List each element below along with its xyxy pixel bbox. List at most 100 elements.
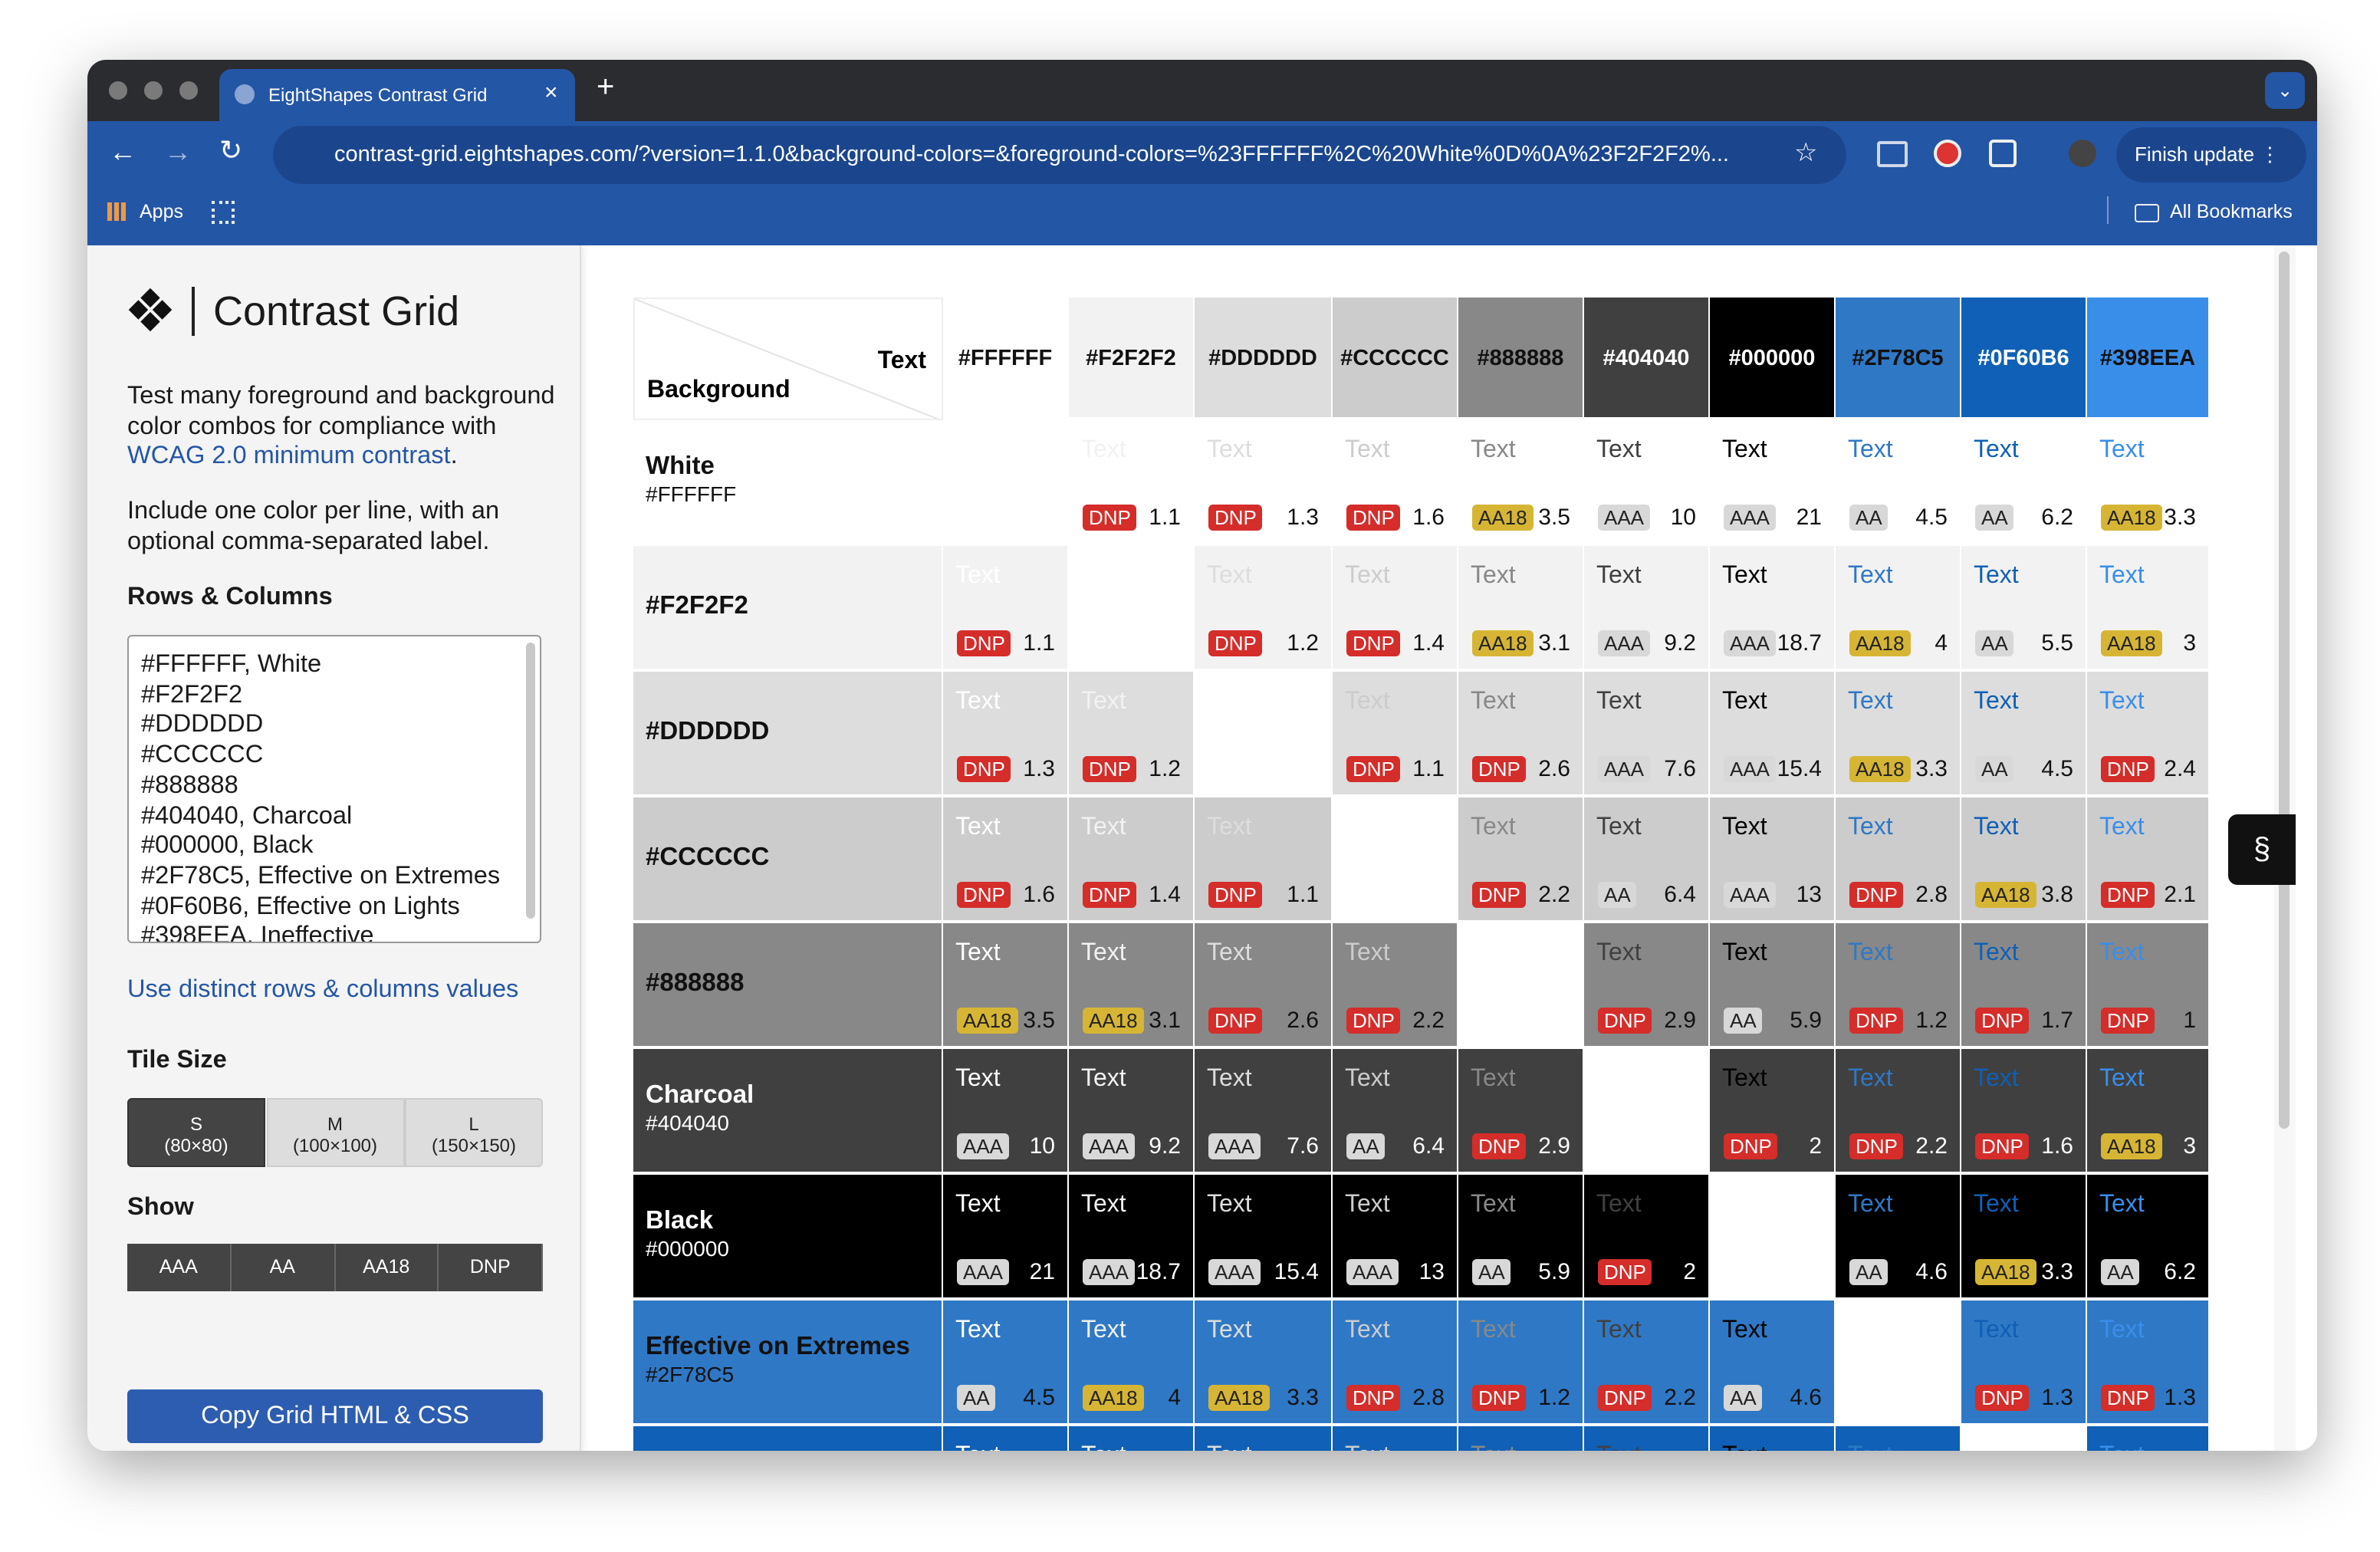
all-bookmarks[interactable]: All Bookmarks [2170, 201, 2293, 222]
grid-cell[interactable]: Text [2087, 1426, 2210, 1451]
grid-cell[interactable]: Text AA18 4 [1836, 546, 1961, 672]
extension-icon[interactable] [1934, 140, 1961, 167]
grid-cell[interactable]: Text AAA 15.4 [1710, 672, 1836, 797]
grid-cell[interactable]: Text AA18 3.8 [1961, 797, 2087, 923]
grid-cell[interactable]: Text DNP 1.1 [943, 546, 1069, 672]
window-control[interactable] [109, 81, 127, 100]
extension-icon[interactable] [1877, 141, 1908, 167]
grid-cell[interactable]: Text AAA 10 [943, 1049, 1069, 1175]
grid-cell[interactable]: Text AAA 13 [1710, 797, 1836, 923]
scroll-thumb[interactable] [2279, 252, 2290, 1129]
reload-button[interactable]: ↻ [219, 135, 243, 166]
grid-cell[interactable]: Text AA18 3.3 [1836, 672, 1961, 797]
grid-cell[interactable] [1333, 797, 1458, 923]
grid-cell[interactable]: Text [1710, 1426, 1836, 1451]
grid-cell[interactable]: Text DNP 1.1 [1333, 672, 1458, 797]
grid-cell[interactable]: Text DNP 1.6 [943, 797, 1069, 923]
grid-cell[interactable]: Text DNP 1.6 [1333, 420, 1458, 546]
grid-cell[interactable]: Text AA18 3.3 [2087, 420, 2210, 546]
grid-cell[interactable]: Text [943, 1426, 1069, 1451]
tile-size-button[interactable]: S (80×80) [127, 1098, 265, 1167]
grid-cell[interactable]: Text DNP 2.6 [1458, 672, 1584, 797]
grid-cell[interactable]: Text AAA 7.6 [1584, 672, 1710, 797]
grid-cell[interactable]: Text AA18 3.3 [1195, 1300, 1333, 1426]
grid-cell[interactable]: Text AA18 3.3 [1961, 1175, 2087, 1300]
wcag-link[interactable]: WCAG 2.0 minimum contrast [127, 442, 451, 470]
grid-cell[interactable]: Text AA 6.4 [1584, 797, 1710, 923]
grid-cell[interactable]: Text AA 4.5 [1961, 672, 2087, 797]
grid-cell[interactable]: Text AA18 3.1 [1069, 923, 1195, 1049]
colors-textarea[interactable]: #FFFFFF, White #F2F2F2 #DDDDDD #CCCCCC #8888… [127, 635, 541, 943]
grid-cell[interactable]: Text DNP 2.6 [1195, 923, 1333, 1049]
grid-cell[interactable]: Text DNP 1.1 [1069, 420, 1195, 546]
grid-cell[interactable]: Text DNP 1.3 [1195, 420, 1333, 546]
grid-cell[interactable] [1458, 923, 1584, 1049]
grid-cell[interactable]: Text DNP 2.8 [1333, 1300, 1458, 1426]
forward-button[interactable]: → [164, 136, 192, 167]
tile-size-button[interactable]: M (100×100) [266, 1098, 404, 1167]
grid-cell[interactable]: Text [1458, 1426, 1584, 1451]
grid-cell[interactable]: Text DNP 1.2 [1836, 923, 1961, 1049]
grid-cell[interactable]: Text AAA 18.7 [1710, 546, 1836, 672]
show-toggle[interactable]: AAA [127, 1244, 232, 1291]
grid-cell[interactable] [1836, 1300, 1961, 1426]
grid-cell[interactable]: Text AA18 3.5 [943, 923, 1069, 1049]
grid-cell[interactable]: Text DNP 1.6 [1961, 1049, 2087, 1175]
grid-cell[interactable]: Text AAA 9.2 [1069, 1049, 1195, 1175]
grid-cell[interactable]: Text DNP 2.2 [1333, 923, 1458, 1049]
window-control[interactable] [179, 81, 198, 100]
grid-cell[interactable]: Text AA 5.9 [1710, 923, 1836, 1049]
grid-cell[interactable]: Text AA 5.9 [1458, 1175, 1584, 1300]
grid-cell[interactable]: Text DNP 1.4 [1069, 797, 1195, 923]
grid-cell[interactable]: Text DNP 1 [2087, 923, 2210, 1049]
grid-cell[interactable]: Text AAA 9.2 [1584, 546, 1710, 672]
grid-cell[interactable]: Text AA 4.5 [1836, 420, 1961, 546]
apps-bookmark[interactable]: Apps [140, 201, 183, 222]
grid-cell[interactable]: Text AAA 10 [1584, 420, 1710, 546]
grid-cell[interactable]: Text DNP 1.3 [2087, 1300, 2210, 1426]
grid-cell[interactable]: Text [1195, 1426, 1333, 1451]
grid-cell[interactable]: Text DNP 1.3 [1961, 1300, 2087, 1426]
grid-cell[interactable] [1069, 546, 1195, 672]
update-button[interactable]: Finish update ⋮ [2116, 127, 2306, 182]
back-button[interactable]: ← [109, 136, 136, 167]
grid-cell[interactable]: Text AA 6.2 [2087, 1175, 2210, 1300]
floating-widget[interactable]: § [2228, 814, 2296, 885]
bookmark-star[interactable]: ☆ [1794, 138, 1818, 167]
grid-cell[interactable]: Text [1069, 1426, 1195, 1451]
grid-cell[interactable]: Text DNP 2.4 [2087, 672, 2210, 797]
grid-cell[interactable]: Text DNP 1.2 [1195, 546, 1333, 672]
grid-cell[interactable]: Text DNP 2 [1584, 1175, 1710, 1300]
grid-cell[interactable]: Text AA 5.5 [1961, 546, 2087, 672]
active-tab[interactable]: EightShapes Contrast Grid × [219, 69, 575, 121]
grid-cell[interactable]: Text DNP 2.2 [1584, 1300, 1710, 1426]
grid-cell[interactable]: Text AA18 3 [2087, 1049, 2210, 1175]
grid-cell[interactable] [943, 420, 1069, 546]
distinct-link[interactable]: Use distinct rows & columns values [127, 975, 519, 1003]
show-toggle[interactable]: AA [231, 1244, 335, 1291]
close-tab[interactable]: × [544, 80, 558, 106]
grid-cell[interactable]: Text AA 6.2 [1961, 420, 2087, 546]
grid-cell[interactable]: Text [1333, 1426, 1458, 1451]
grid-cell[interactable]: Text DNP 2.2 [1836, 1049, 1961, 1175]
grid-cell[interactable]: Text DNP 2.8 [1836, 797, 1961, 923]
grid-cell[interactable]: Text AAA 21 [1710, 420, 1836, 546]
grid-cell[interactable]: Text DNP 1.7 [1961, 923, 2087, 1049]
grid-cell[interactable]: Text DNP 1.3 [943, 672, 1069, 797]
grid-cell[interactable]: Text DNP 1.1 [1195, 797, 1333, 923]
extensions-button[interactable] [1989, 140, 2017, 167]
grid-cell[interactable]: Text DNP 1.2 [1069, 672, 1195, 797]
grid-cell[interactable]: Text AAA 7.6 [1195, 1049, 1333, 1175]
grid-cell[interactable]: Text AAA 18.7 [1069, 1175, 1195, 1300]
grid-cell[interactable]: Text AA 4.6 [1836, 1175, 1961, 1300]
grid-cell[interactable] [1710, 1175, 1836, 1300]
grid-cell[interactable]: Text AA18 4 [1069, 1300, 1195, 1426]
grid-cell[interactable]: Text DNP 1.4 [1333, 546, 1458, 672]
grid-cell[interactable]: Text DNP 2 [1710, 1049, 1836, 1175]
copy-button[interactable]: Copy Grid HTML & CSS [127, 1389, 543, 1443]
grid-cell[interactable]: Text AA18 3.5 [1458, 420, 1584, 546]
grid-cell[interactable]: Text DNP 2.1 [2087, 797, 2210, 923]
show-toggle[interactable]: AA18 [335, 1244, 439, 1291]
grid-cell[interactable]: Text AA18 3.1 [1458, 546, 1584, 672]
grid-cell[interactable]: Text AA18 3 [2087, 546, 2210, 672]
